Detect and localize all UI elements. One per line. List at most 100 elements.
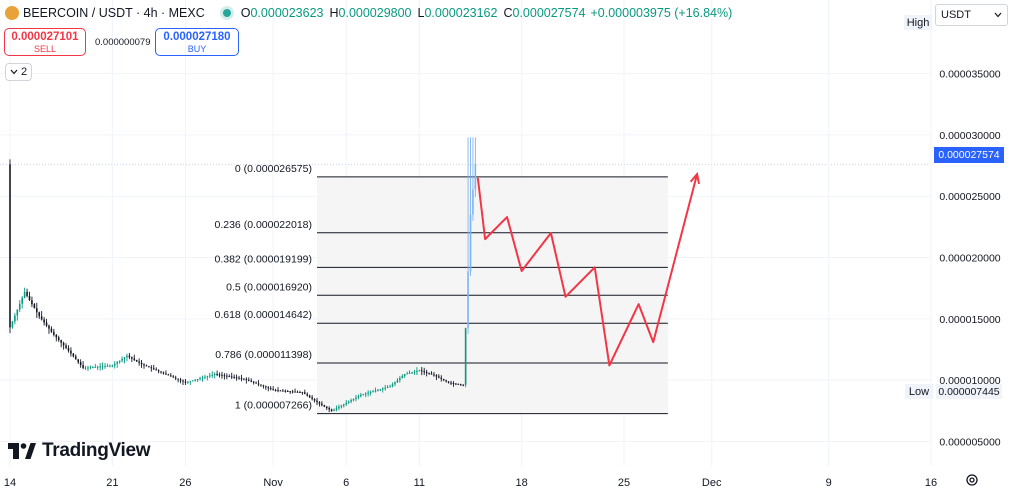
- candle-body: [262, 385, 265, 387]
- low-marker-price: 0.000007445: [936, 384, 1002, 399]
- candle-body: [148, 366, 150, 368]
- candle-body: [274, 389, 277, 391]
- low-value: 0.000023162: [424, 6, 498, 20]
- candle-body: [233, 376, 235, 378]
- candle-body: [250, 380, 253, 382]
- candle-body: [128, 355, 131, 358]
- candle-body: [418, 370, 421, 372]
- candle-body: [301, 392, 304, 394]
- currency-select[interactable]: USDT: [935, 4, 1008, 26]
- fib-level-label: 1 (0.000007266): [235, 400, 312, 412]
- candle-body: [442, 378, 445, 381]
- candle-body: [179, 379, 182, 381]
- x-tick-label: 21: [106, 477, 118, 489]
- candle-body: [313, 398, 316, 401]
- x-tick-label: 11: [414, 477, 425, 489]
- candle-body: [352, 398, 355, 401]
- candlestick-series: [9, 137, 477, 413]
- candle-body: [311, 397, 313, 399]
- candle-body: [26, 291, 28, 296]
- candle-body: [399, 378, 401, 381]
- candle-body: [177, 378, 179, 380]
- candle-body: [135, 359, 138, 362]
- candle-body: [265, 386, 267, 388]
- fibonacci-retracement[interactable]: 0 (0.000026575) 0.236 (0.000022018) 0.382 …: [215, 163, 668, 415]
- candle-body: [269, 388, 272, 390]
- symbol-title[interactable]: BEERCOIN / USDT · 4h · MEXC: [23, 6, 205, 20]
- candle-body: [325, 406, 328, 408]
- candle-body: [38, 312, 41, 317]
- high-marker: High: [904, 15, 932, 30]
- candle-body: [121, 358, 123, 361]
- tradingview-logo-icon: [8, 443, 36, 459]
- y-tick-label: 0.000025000: [939, 191, 1000, 203]
- candle-body: [308, 395, 311, 398]
- candle-body: [145, 365, 148, 367]
- candle-body: [323, 405, 326, 407]
- candle-body: [79, 362, 82, 366]
- candle-body: [77, 359, 80, 363]
- candle-body: [40, 316, 43, 320]
- candle-body: [84, 367, 87, 369]
- chart-header: BEERCOIN / USDT · 4h · MEXC O 0.00002362…: [0, 0, 732, 26]
- buy-button[interactable]: 0.000027180 BUY: [155, 28, 239, 56]
- candle-body: [403, 374, 406, 377]
- candle-body: [430, 373, 433, 375]
- candle-body: [469, 214, 472, 272]
- candle-body: [423, 371, 426, 373]
- candle-body: [284, 390, 287, 392]
- candle-body: [294, 391, 296, 393]
- candle-body: [350, 400, 352, 402]
- candle-body: [462, 384, 464, 386]
- candle-body: [170, 375, 172, 377]
- chevron-down-icon: [994, 12, 1002, 18]
- candle-body: [384, 387, 387, 389]
- fib-level-label: 0 (0.000026575): [235, 163, 312, 175]
- candle-body: [11, 321, 14, 328]
- candle-body: [96, 366, 99, 368]
- candle-body: [367, 392, 369, 394]
- x-tick-label: Nov: [263, 477, 283, 489]
- candle-body: [118, 360, 121, 363]
- sell-button[interactable]: 0.000027101 SELL: [4, 28, 86, 56]
- candle-body: [16, 309, 19, 316]
- candle-body: [406, 373, 408, 375]
- open-value: 0.000023623: [250, 6, 324, 20]
- fib-level-label: 0.236 (0.000022018): [215, 219, 313, 231]
- tradingview-logo[interactable]: TradingView: [8, 440, 151, 462]
- candle-body: [101, 366, 104, 368]
- candle-body: [457, 383, 460, 385]
- candle-body: [272, 389, 274, 391]
- candle-body: [184, 381, 187, 383]
- candle-body: [45, 322, 48, 326]
- projection-line[interactable]: [476, 173, 699, 367]
- y-tick-label: 0.000020000: [939, 253, 1000, 265]
- indicator-count: 2: [20, 66, 28, 78]
- candle-body: [343, 404, 345, 406]
- candle-body: [182, 380, 184, 382]
- x-tick-label: 14: [4, 477, 16, 489]
- candle-body: [235, 377, 238, 379]
- y-tick-label: 0.000005000: [939, 436, 1000, 448]
- indicators-toggle-button[interactable]: 2: [5, 63, 32, 81]
- y-tick-label: 0.000035000: [939, 69, 1000, 81]
- candle-body: [428, 372, 430, 374]
- projection-path[interactable]: [476, 171, 701, 367]
- close-label: C: [503, 6, 513, 20]
- x-tick-label: 9: [826, 477, 832, 489]
- low-label: L: [417, 6, 425, 20]
- candle-body: [126, 355, 128, 358]
- market-status-icon: [222, 9, 231, 17]
- candle-body: [138, 361, 140, 363]
- candle-body: [201, 377, 204, 379]
- candle-body: [279, 390, 282, 392]
- candle-body: [282, 390, 284, 392]
- settings-button[interactable]: [963, 471, 981, 489]
- candle-body: [372, 391, 374, 393]
- x-tick-label: Dec: [702, 477, 722, 489]
- candle-body: [82, 365, 84, 368]
- x-tick-label: 6: [343, 477, 349, 489]
- candle-body: [345, 402, 348, 405]
- candle-body: [396, 380, 399, 383]
